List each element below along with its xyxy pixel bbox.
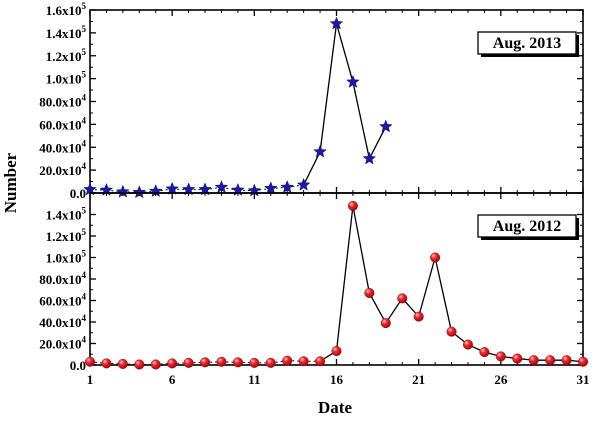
data-point [117,358,128,369]
y-tick-label: 40.0x104 [39,313,86,330]
series-segment [335,23,354,83]
data-point [479,347,490,358]
legend-label: Aug. 2013 [493,35,561,52]
data-point [346,74,360,88]
series-segment [352,81,371,159]
x-tick-label: 1 [87,372,94,387]
y-tick-label: 0.0 [70,186,86,201]
y-tick-label: 1.4x105 [46,206,87,223]
data-point [446,326,457,337]
y-tick-label: 0.0 [70,358,86,373]
data-point [263,181,278,195]
y-axis-title: Number [1,152,20,213]
data-point [413,311,424,322]
series-segment [303,151,321,186]
data-point [298,356,309,367]
series-segment [434,257,453,332]
y-tick-label: 40.0x104 [39,138,86,155]
panel-aug-2013: 0.0 20.0x104 40.0x104 60.0x104 80.0x104 1.0x1… [39,1,584,201]
y-tick-label: 1.6x105 [46,1,87,18]
data-point [430,252,441,263]
data-point [216,356,227,367]
data-point [101,358,112,369]
data-point [214,180,229,194]
data-point [280,180,295,194]
series-segment [352,205,371,294]
series-line [89,23,387,193]
series-segment [335,205,354,352]
y-tick-label: 20.0x104 [39,335,86,352]
data-point [512,353,523,364]
y-tick-label: 80.0x104 [39,270,86,287]
data-point [165,181,180,195]
data-point [362,151,377,165]
data-point [84,356,95,367]
x-axis: 1 6 11 16 21 26 31 [87,372,590,387]
x-tick-label: 31 [577,372,590,387]
data-point [167,358,178,369]
data-point [249,357,260,368]
legend-box [477,214,577,238]
y-tick-label: 20.0x104 [39,161,86,178]
data-point [331,346,342,357]
legend-box [477,31,577,55]
data-point [347,200,358,211]
y-tick-label: 1.0x105 [46,249,87,266]
series-segment [368,126,387,159]
x-tick-label: 16 [330,372,344,387]
x-axis-title: Date [318,398,352,417]
y-tick-label: 80.0x104 [39,93,86,110]
data-point [282,355,293,366]
data-point [380,318,391,329]
data-point [578,356,589,367]
data-point [200,357,211,368]
legend-label: Aug. 2012 [493,218,561,235]
data-point [315,356,326,367]
data-point [265,357,276,368]
data-point [462,339,473,350]
y-tick-label: 1.2x105 [46,47,87,64]
data-point [183,357,194,368]
y-tick-label: 1.0x105 [46,70,87,87]
data-point [545,355,556,366]
data-point [364,287,375,298]
y-tick-label: 1.2x105 [46,227,87,244]
x-tick-label: 26 [494,372,508,387]
panel-aug-2012: 0.0 20.0x104 40.0x104 60.0x104 80.0x104 1.0x1… [39,192,589,373]
data-point [561,355,572,366]
data-point [296,177,311,191]
y-tick-label: 60.0x104 [39,292,86,309]
x-tick-label: 21 [412,372,425,387]
data-point [528,355,539,366]
series-segment [319,23,338,152]
x-tick-label: 11 [248,372,260,387]
data-point [313,144,327,158]
y-tick-label: 1.4x105 [46,24,87,41]
data-point [495,351,506,362]
data-point [378,119,393,133]
data-point [397,293,408,304]
y-tick-label: 60.0x104 [39,115,86,132]
data-point [232,357,243,368]
series-segment [418,257,436,317]
x-tick-label: 6 [169,372,176,387]
data-point [329,16,344,30]
data-point [134,359,145,370]
data-point [150,359,161,370]
series-segment [368,292,387,324]
